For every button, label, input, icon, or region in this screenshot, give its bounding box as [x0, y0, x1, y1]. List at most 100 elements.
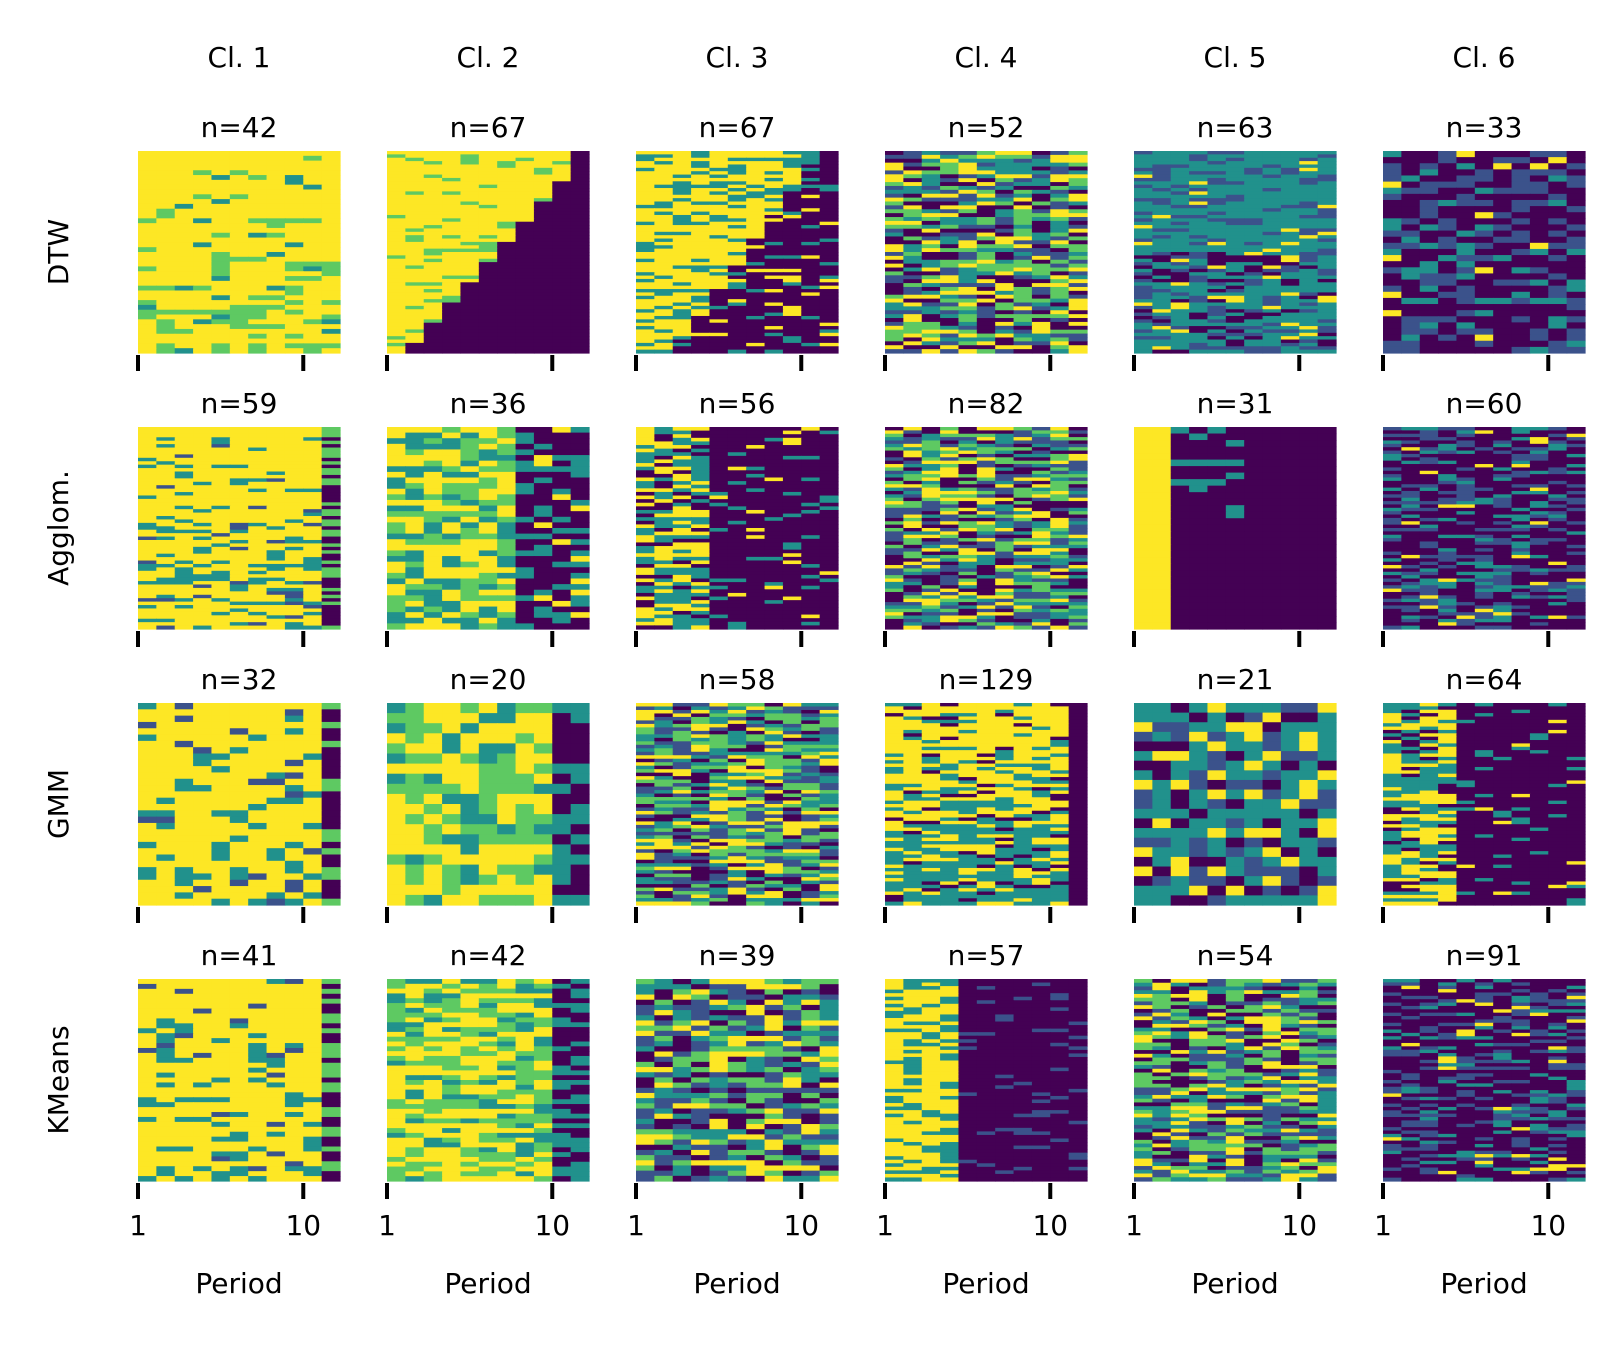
heatmap-cell [229, 454, 249, 459]
heatmap-cell [303, 594, 323, 599]
heatmap-cell [552, 595, 572, 602]
heatmap-cell [976, 325, 996, 331]
heatmap-cell [819, 241, 839, 246]
heatmap-cell [995, 189, 1015, 195]
heatmap-cell [460, 466, 480, 473]
heatmap-cell [460, 556, 480, 563]
heatmap-cell [672, 549, 692, 554]
heatmap-cell [1031, 170, 1051, 175]
heatmap-cell [691, 218, 711, 223]
heatmap-cell [764, 434, 784, 439]
heatmap-cell [764, 238, 784, 243]
panel-count-label: n=59 [201, 387, 278, 420]
heatmap-cell [782, 225, 802, 230]
column-header-2: Cl. 2 [457, 41, 520, 74]
heatmap-cell [672, 252, 692, 256]
heatmap-cell [1383, 218, 1402, 226]
heatmap-cell [1299, 349, 1319, 354]
heatmap-cell [552, 567, 572, 574]
heatmap-cell [229, 584, 249, 589]
heatmap-cell [654, 329, 674, 334]
heatmap-cell [266, 522, 286, 527]
heatmap-cell [1225, 272, 1245, 277]
heatmap-cell [1050, 275, 1070, 280]
heatmap-cell [1134, 326, 1153, 331]
heatmap-cell [764, 466, 784, 471]
heatmap-cell [746, 319, 766, 324]
heatmap-cell [478, 225, 498, 230]
heatmap-cell [321, 175, 341, 181]
heatmap-cell [727, 513, 747, 518]
heatmap-cell [801, 535, 821, 540]
heatmap-cell [497, 623, 517, 630]
heatmap-cell [1050, 290, 1070, 296]
heatmap-cell [1548, 328, 1568, 336]
heatmap-cell [193, 218, 213, 224]
heatmap-cell [211, 300, 231, 306]
heatmap-cell [405, 329, 425, 334]
heatmap-cell [442, 544, 462, 552]
heatmap-cell [1152, 184, 1172, 189]
heatmap-cell [1317, 342, 1337, 347]
heatmap-cell [387, 326, 406, 331]
heatmap-cell [903, 349, 923, 354]
heatmap-cell [156, 430, 176, 435]
heatmap-cell [654, 499, 674, 504]
heatmap-cell [746, 235, 766, 240]
heatmap-cell [746, 592, 766, 598]
heatmap-cell [193, 348, 213, 354]
heatmap-cell [654, 430, 674, 435]
heatmap-cell [746, 194, 766, 199]
heatmap-cell [1262, 339, 1282, 344]
heatmap-cell [460, 449, 480, 456]
heatmap-cell [266, 213, 286, 219]
heatmap-cell [709, 466, 729, 471]
heatmap-cell [1280, 299, 1300, 304]
heatmap-cell [691, 278, 711, 283]
heatmap-cell [976, 314, 996, 319]
heatmap-cell [672, 592, 692, 598]
heatmap-cell [284, 601, 304, 606]
heatmap-cell [1566, 163, 1586, 170]
heatmap-cell [782, 600, 802, 605]
heatmap-cell [515, 578, 535, 585]
heatmap-cell [248, 505, 268, 510]
heatmap-cell [727, 262, 747, 267]
heatmap-cell [303, 437, 323, 442]
heatmap-cell [654, 524, 674, 529]
heatmap-cell [229, 450, 249, 455]
heatmap-cell [552, 522, 572, 529]
heatmap-cell [940, 166, 960, 172]
heatmap-cell [1244, 252, 1264, 256]
heatmap-cell [303, 208, 323, 215]
heatmap-cell [533, 272, 553, 277]
heatmap-cell [442, 285, 462, 290]
heatmap-cell [405, 511, 425, 518]
heatmap-cell [801, 258, 821, 263]
heatmap-cell [782, 248, 802, 253]
heatmap-cell [654, 272, 674, 277]
heatmap-cell [819, 549, 839, 554]
heatmap-cell [552, 589, 572, 596]
heatmap-cell [1474, 340, 1494, 348]
heatmap-cell [885, 244, 904, 249]
heatmap-cell [174, 481, 194, 486]
heatmap-cell [1189, 231, 1209, 236]
heatmap-cell [460, 211, 480, 216]
heatmap-cell [515, 516, 535, 523]
heatmap-cell [1317, 238, 1337, 243]
heatmap-cell [1134, 309, 1153, 314]
heatmap-cell [764, 582, 784, 587]
heatmap-cell [1383, 199, 1402, 207]
heatmap-cell [303, 309, 323, 316]
heatmap-cell [193, 427, 213, 432]
heatmap-cell [156, 509, 176, 514]
heatmap-cell [284, 570, 304, 575]
heatmap-cell [819, 221, 839, 226]
heatmap-cell [691, 466, 711, 471]
heatmap-cell [229, 151, 249, 157]
heatmap-cell [885, 252, 904, 257]
heatmap-cell [1529, 175, 1549, 183]
heatmap-cell [995, 286, 1015, 292]
heatmap-cell [764, 470, 784, 475]
